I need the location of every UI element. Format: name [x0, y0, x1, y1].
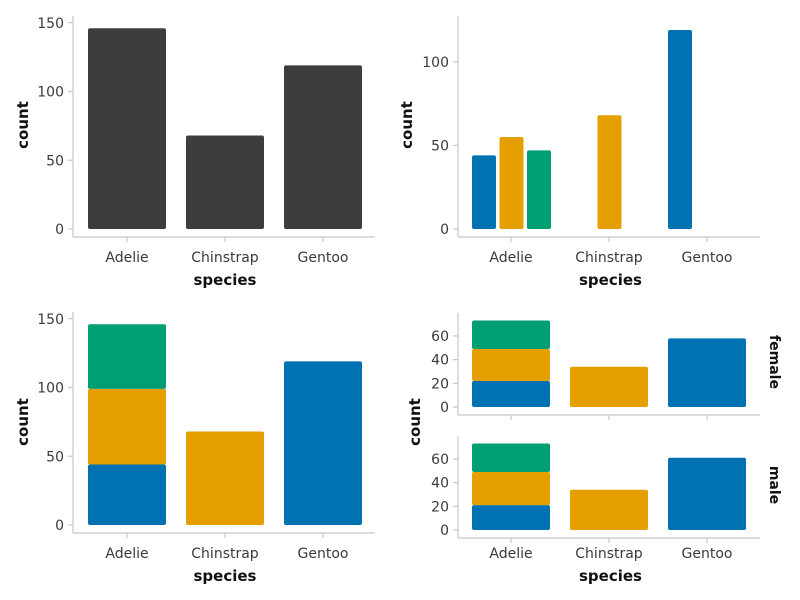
x-tick-label: Chinstrap	[191, 250, 259, 266]
y-tick-label: 50	[431, 138, 449, 154]
y-tick-label: 150	[37, 312, 64, 328]
chart-panel-4: 0 20 40 60 count female	[406, 313, 782, 446]
bar-chinstrap	[186, 135, 264, 229]
chart-panel-5: 0 20 40 60 Adelie Chinstrap Gentoo species male	[431, 436, 782, 585]
chart-panel-2: 0 50 100 Adelie Chinstrap Gentoo species count	[398, 16, 760, 289]
y-tick-label: 60	[431, 329, 449, 345]
bar-segment-gentoo-blue	[284, 361, 362, 525]
bar-segment-adelie-orange	[472, 471, 550, 506]
x-tick-label: Chinstrap	[575, 546, 643, 562]
bar-segment-adelie-orange	[472, 348, 550, 381]
x-axis-title: species	[194, 271, 257, 289]
bar-segment-adelie-orange	[88, 388, 166, 465]
bar-segment-adelie-green	[88, 324, 166, 389]
y-tick-label: 0	[440, 222, 449, 238]
y-tick-label: 0	[440, 400, 449, 416]
bar-adelie-orange	[499, 137, 524, 229]
y-tick-label: 40	[431, 476, 449, 492]
bar-segment-adelie-green	[472, 443, 550, 472]
x-tick-label: Chinstrap	[575, 250, 643, 266]
x-tick-label: Gentoo	[298, 546, 349, 562]
x-axis-title: species	[579, 271, 642, 289]
y-axis-title: count	[398, 101, 416, 149]
x-tick-label: Adelie	[489, 546, 532, 562]
y-axis-title: count	[14, 101, 32, 149]
chart-panel-3: 0 50 100 150 Adelie Chinstrap Gentoo species cou…	[14, 312, 375, 585]
facet-label: male	[766, 466, 782, 504]
x-tick-label: Gentoo	[682, 546, 733, 562]
bar-chinstrap-orange	[597, 115, 622, 229]
y-axis-title: count	[406, 398, 424, 446]
bar-adelie	[88, 28, 166, 229]
bar-segment-adelie-green	[472, 320, 550, 349]
bar-segment-adelie-blue	[472, 505, 550, 530]
bar-segment-adelie-blue	[88, 464, 166, 525]
facet-label: female	[766, 335, 782, 389]
y-tick-label: 20	[431, 376, 449, 392]
y-tick-label: 100	[422, 55, 449, 71]
bar-segment-chinstrap-orange	[570, 489, 648, 530]
bar-segment-gentoo-blue	[668, 457, 746, 530]
y-tick-label: 20	[431, 499, 449, 515]
bar-gentoo	[284, 65, 362, 229]
x-axis-title: species	[194, 567, 257, 585]
y-tick-label: 50	[46, 153, 64, 169]
x-tick-label: Gentoo	[298, 250, 349, 266]
y-tick-label: 100	[37, 381, 64, 397]
y-tick-label: 0	[440, 523, 449, 539]
y-tick-label: 150	[37, 16, 64, 32]
x-tick-label: Adelie	[489, 250, 532, 266]
x-tick-label: Adelie	[105, 546, 148, 562]
x-tick-label: Chinstrap	[191, 546, 259, 562]
x-axis-title: species	[579, 567, 642, 585]
bar-segment-gentoo-blue	[668, 338, 746, 407]
y-tick-label: 40	[431, 353, 449, 369]
x-tick-label: Gentoo	[682, 250, 733, 266]
bar-gentoo-blue	[668, 30, 692, 230]
bar-segment-adelie-blue	[472, 380, 550, 407]
y-tick-label: 60	[431, 452, 449, 468]
y-tick-label: 100	[37, 85, 64, 101]
bar-adelie-green	[527, 150, 551, 229]
y-axis-title: count	[14, 398, 32, 446]
bar-segment-chinstrap-orange	[570, 366, 648, 407]
bar-segment-chinstrap-orange	[186, 431, 264, 525]
bar-adelie-blue	[472, 155, 496, 229]
y-tick-label: 50	[46, 449, 64, 465]
x-tick-label: Adelie	[105, 250, 148, 266]
y-tick-label: 0	[55, 518, 64, 534]
y-tick-label: 0	[55, 222, 64, 238]
chart-panel-1: 0 50 100 150 Adelie Chinstrap Gentoo species cou…	[14, 16, 375, 289]
